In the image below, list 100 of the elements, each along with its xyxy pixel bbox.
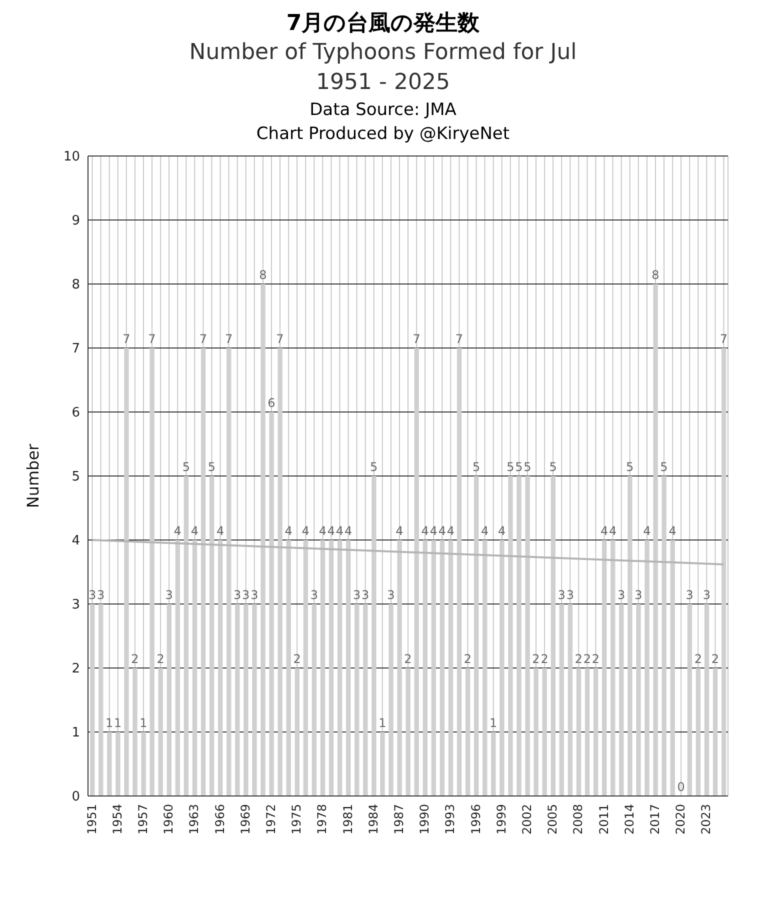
text: Chart Produced by @KiryeNet — [255, 123, 511, 146]
data-label: 2 — [574, 652, 582, 666]
data-label: 0 — [677, 780, 685, 794]
chart-subtitle: Number of Typhoons Formed for Jul 1951 - 2025 — [188, 39, 578, 97]
data-label: 7 — [224, 332, 233, 346]
data-label: 1 — [114, 716, 122, 730]
y-axis-title: Number — [24, 443, 43, 508]
data-label: 3 — [250, 588, 258, 602]
data-label: 4 — [174, 524, 182, 538]
data-label: 5 — [472, 460, 480, 474]
data-label: 4 — [336, 524, 344, 538]
data-label: 5 — [626, 460, 634, 474]
data-label: 2 — [464, 652, 472, 666]
x-tick-label: 1966 — [212, 804, 227, 835]
x-tick-label: 2005 — [546, 804, 560, 835]
x-tick-label: 2017 — [648, 804, 662, 835]
data-label: 4 — [600, 524, 608, 538]
data-label: 2 — [156, 652, 164, 666]
data-label: 4 — [668, 524, 676, 538]
data-label: 8 — [652, 268, 660, 282]
x-tick-label: 1972 — [264, 804, 278, 835]
x-tick-label: 1951 — [84, 804, 99, 835]
data-label: 4 — [498, 524, 506, 538]
x-tick-label: 2008 — [571, 804, 586, 835]
data-label: 3 — [234, 588, 242, 602]
data-label: 3 — [242, 588, 250, 602]
data-label: 5 — [370, 460, 378, 474]
x-tick-label: 2023 — [699, 804, 714, 835]
data-label: 4 — [318, 524, 326, 538]
data-label: 2 — [532, 652, 540, 666]
data-label: 4 — [396, 524, 404, 538]
data-label: 3 — [618, 588, 626, 602]
data-label: 4 — [430, 524, 438, 538]
data-label: 5 — [208, 460, 216, 474]
data-label: 2 — [131, 652, 139, 666]
data-label: 2 — [540, 652, 548, 666]
data-label: 4 — [438, 524, 446, 538]
data-label: 5 — [182, 460, 190, 474]
data-label: 2 — [583, 652, 592, 666]
y-tick-label: 4 — [72, 534, 80, 549]
x-tick-label: 1993 — [443, 804, 458, 835]
data-label: 3 — [558, 588, 566, 602]
data-label: 3 — [310, 588, 318, 602]
x-tick-label: 1981 — [340, 804, 355, 835]
data-label: 4 — [284, 524, 292, 538]
data-label: 1 — [490, 716, 498, 730]
data-label: 4 — [608, 524, 617, 538]
x-tick-label: 2020 — [674, 804, 688, 835]
x-tick-label: 1969 — [238, 804, 252, 835]
data-label: 5 — [660, 460, 668, 474]
data-label: 7 — [412, 332, 420, 346]
x-tick-label: 1960 — [162, 804, 176, 835]
data-label: 7 — [148, 332, 156, 346]
y-tick-label: 5 — [72, 470, 80, 485]
data-label: 5 — [524, 460, 532, 474]
y-tick-label: 0 — [72, 790, 80, 805]
data-label: 7 — [122, 332, 130, 346]
x-tick-label: 2011 — [596, 804, 611, 835]
data-label: 2 — [711, 652, 720, 666]
data-label: 4 — [643, 524, 651, 538]
x-tick-label: 2014 — [622, 804, 636, 835]
data-label: 7 — [276, 332, 284, 346]
data-label: 3 — [702, 588, 710, 602]
data-label: 8 — [259, 268, 267, 282]
x-tick-label: 2002 — [520, 804, 534, 835]
data-label: 7 — [720, 332, 728, 346]
data-label: 5 — [549, 460, 557, 474]
y-tick-label: 3 — [72, 598, 80, 613]
data-label: 3 — [362, 588, 370, 602]
chart-title: 7月の台風の発生数 — [285, 10, 481, 38]
data-label: 7 — [455, 332, 464, 346]
data-label: 4 — [302, 524, 310, 538]
data-label: 3 — [96, 588, 105, 602]
data-label: 6 — [268, 396, 276, 410]
y-tick-label: 8 — [72, 278, 80, 293]
x-tick-label: 1987 — [392, 804, 406, 835]
data-label: 2 — [293, 652, 301, 666]
data-label: 3 — [387, 588, 395, 602]
data-label: 4 — [190, 524, 198, 538]
data-label: 5 — [506, 460, 514, 474]
data-label: 5 — [515, 460, 523, 474]
x-tick-label: 1963 — [187, 804, 202, 835]
data-label: 4 — [216, 524, 224, 538]
x-tick-label: 1999 — [494, 804, 508, 835]
data-label: 2 — [404, 652, 412, 666]
data-label: 4 — [446, 524, 454, 538]
data-label: 4 — [480, 524, 489, 538]
data-label: 4 — [327, 524, 336, 538]
y-tick-label: 9 — [72, 214, 80, 229]
data-label: 3 — [686, 588, 694, 602]
data-label: 3 — [566, 588, 574, 602]
data-label: 4 — [344, 524, 352, 538]
x-tick-label: 1957 — [136, 804, 150, 835]
data-label: 7 — [199, 332, 208, 346]
y-tick-label: 10 — [63, 150, 80, 165]
x-tick-label: 1990 — [418, 804, 432, 835]
data-label: 3 — [634, 588, 642, 602]
source-note: Data Source: JMA — [308, 99, 458, 122]
data-label: 2 — [694, 652, 702, 666]
data-label: 2 — [592, 652, 600, 666]
